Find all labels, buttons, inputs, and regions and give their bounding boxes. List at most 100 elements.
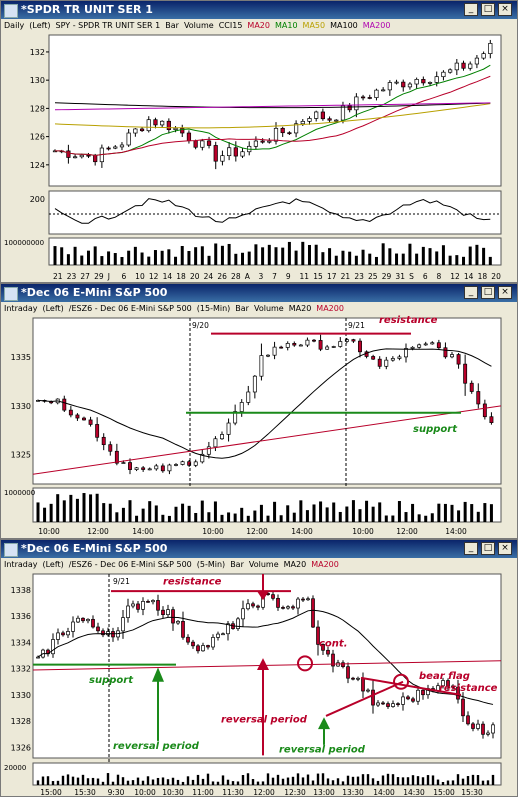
5min-candle-body	[191, 641, 195, 647]
volume-bar	[207, 512, 211, 522]
daily-candle-body	[72, 156, 78, 159]
time-label: 12:00	[396, 527, 418, 536]
maximize-button[interactable]: □	[481, 3, 495, 16]
minimize-button[interactable]: _	[464, 286, 478, 299]
volume-bar	[437, 503, 441, 522]
15min-candle-body	[325, 346, 330, 350]
support-label: support	[89, 675, 134, 686]
header-item: Bar	[230, 560, 244, 569]
daily-candle-body	[394, 81, 399, 84]
header-item: CCI15	[218, 21, 243, 30]
title-bar[interactable]: *Dec 06 E-Mini S&P 500 _ □ ×	[1, 540, 517, 558]
daily-candle-body	[200, 140, 205, 148]
15min-candle-body	[292, 343, 297, 346]
daily-candle-body	[139, 128, 145, 132]
5min-candle-body	[361, 677, 365, 692]
volume-bar	[482, 247, 486, 265]
15min-candle-body	[397, 356, 402, 359]
time-label: 10:00	[202, 527, 224, 536]
daily-candle-body	[260, 140, 265, 143]
volume-bar	[231, 781, 235, 785]
time-label: 15:00	[433, 788, 455, 797]
daily-candle-body	[334, 119, 339, 122]
intraday-15min-chart[interactable]: 1335 1330 1325 9/20 9/21 resistance support 100…	[1, 304, 517, 539]
volume-bar	[475, 244, 479, 265]
header-item: /ESZ6 - Dec 06 E-Mini S&P 500	[68, 304, 192, 313]
15min-candle-body	[233, 411, 238, 424]
5min-candle-body	[36, 656, 40, 659]
close-button[interactable]: ×	[498, 3, 512, 16]
volume-bar	[236, 781, 240, 785]
daily-candle-body	[233, 147, 238, 157]
maximize-button[interactable]: □	[481, 542, 495, 555]
maximize-button[interactable]: □	[481, 286, 495, 299]
title-bar[interactable]: *Dec 06 E-Mini S&P 500 _ □ ×	[1, 284, 517, 302]
volume-bar	[328, 248, 332, 265]
date-label: J	[107, 272, 110, 281]
chart-window-5min: *Dec 06 E-Mini S&P 500 _ □ × Intraday (Le…	[0, 539, 518, 797]
volume-bar	[488, 256, 492, 265]
intraday-5min-chart[interactable]: 1338 1336 1334 1332 1330 1328 1326 9/21 resistan…	[1, 560, 517, 797]
5min-candle-body	[201, 645, 205, 652]
daily-candle-body	[180, 127, 185, 134]
volume-bar	[483, 503, 487, 522]
header-item: Intraday	[4, 304, 38, 313]
volume-bar	[60, 247, 64, 265]
5min-candle-body	[401, 696, 405, 705]
5min-candle-body	[421, 689, 425, 696]
volume-bar	[127, 250, 131, 265]
volume-bar	[116, 774, 120, 785]
price-tick-label: 1336	[11, 612, 31, 621]
volume-bar	[167, 249, 171, 265]
volume-bar	[281, 778, 285, 785]
volume-bar	[271, 777, 275, 785]
reversal-arrowhead-1	[152, 667, 164, 682]
volume-bar	[341, 250, 345, 265]
15min-candle-body	[220, 434, 224, 440]
volume-bar	[113, 253, 117, 265]
15min-candle-body	[279, 346, 284, 349]
header-item: MA20	[247, 21, 270, 30]
daily-candle-body	[146, 119, 151, 132]
cci-line	[54, 198, 491, 224]
volume-bar	[376, 780, 380, 785]
price-tick-label: 132	[30, 48, 45, 57]
price-panel	[48, 34, 502, 187]
volume-bar	[86, 250, 90, 265]
date-label: A	[245, 272, 251, 281]
volume-bar	[301, 241, 305, 265]
5min-candle-body	[176, 621, 180, 624]
daily-candle-body	[113, 146, 118, 149]
volume-bar	[216, 781, 220, 785]
volume-bar	[443, 503, 447, 522]
daily-candle-body	[307, 118, 312, 122]
volume-bar	[261, 781, 265, 785]
date-marker: 9/21	[113, 577, 130, 586]
volume-bar	[462, 256, 466, 265]
volume-bar	[321, 773, 325, 785]
volume-bar	[176, 779, 180, 785]
minimize-button[interactable]: _	[464, 3, 478, 16]
time-label: 15:30	[461, 788, 483, 797]
volume-bar	[266, 773, 270, 785]
volume-bar	[81, 774, 85, 785]
volume-bar	[365, 500, 369, 522]
date-label: 10	[135, 272, 145, 281]
5min-candle-body	[256, 605, 260, 608]
15min-candle-body	[371, 356, 376, 360]
date-label: 9	[286, 272, 291, 281]
close-button[interactable]: ×	[498, 542, 512, 555]
daily-candle-body	[227, 147, 232, 157]
minimize-button[interactable]: _	[464, 542, 478, 555]
daily-candle-body	[300, 121, 305, 125]
5min-candle-body	[321, 644, 325, 651]
15min-candle-body	[456, 354, 461, 365]
5min-candle-body	[351, 677, 355, 680]
volume-bar	[75, 498, 79, 522]
close-button[interactable]: ×	[498, 286, 512, 299]
volume-bar	[141, 780, 145, 785]
volume-bar	[346, 775, 350, 785]
title-bar[interactable]: *SPDR TR UNIT SER 1 _ □ ×	[1, 1, 517, 19]
volume-bar	[470, 504, 474, 522]
